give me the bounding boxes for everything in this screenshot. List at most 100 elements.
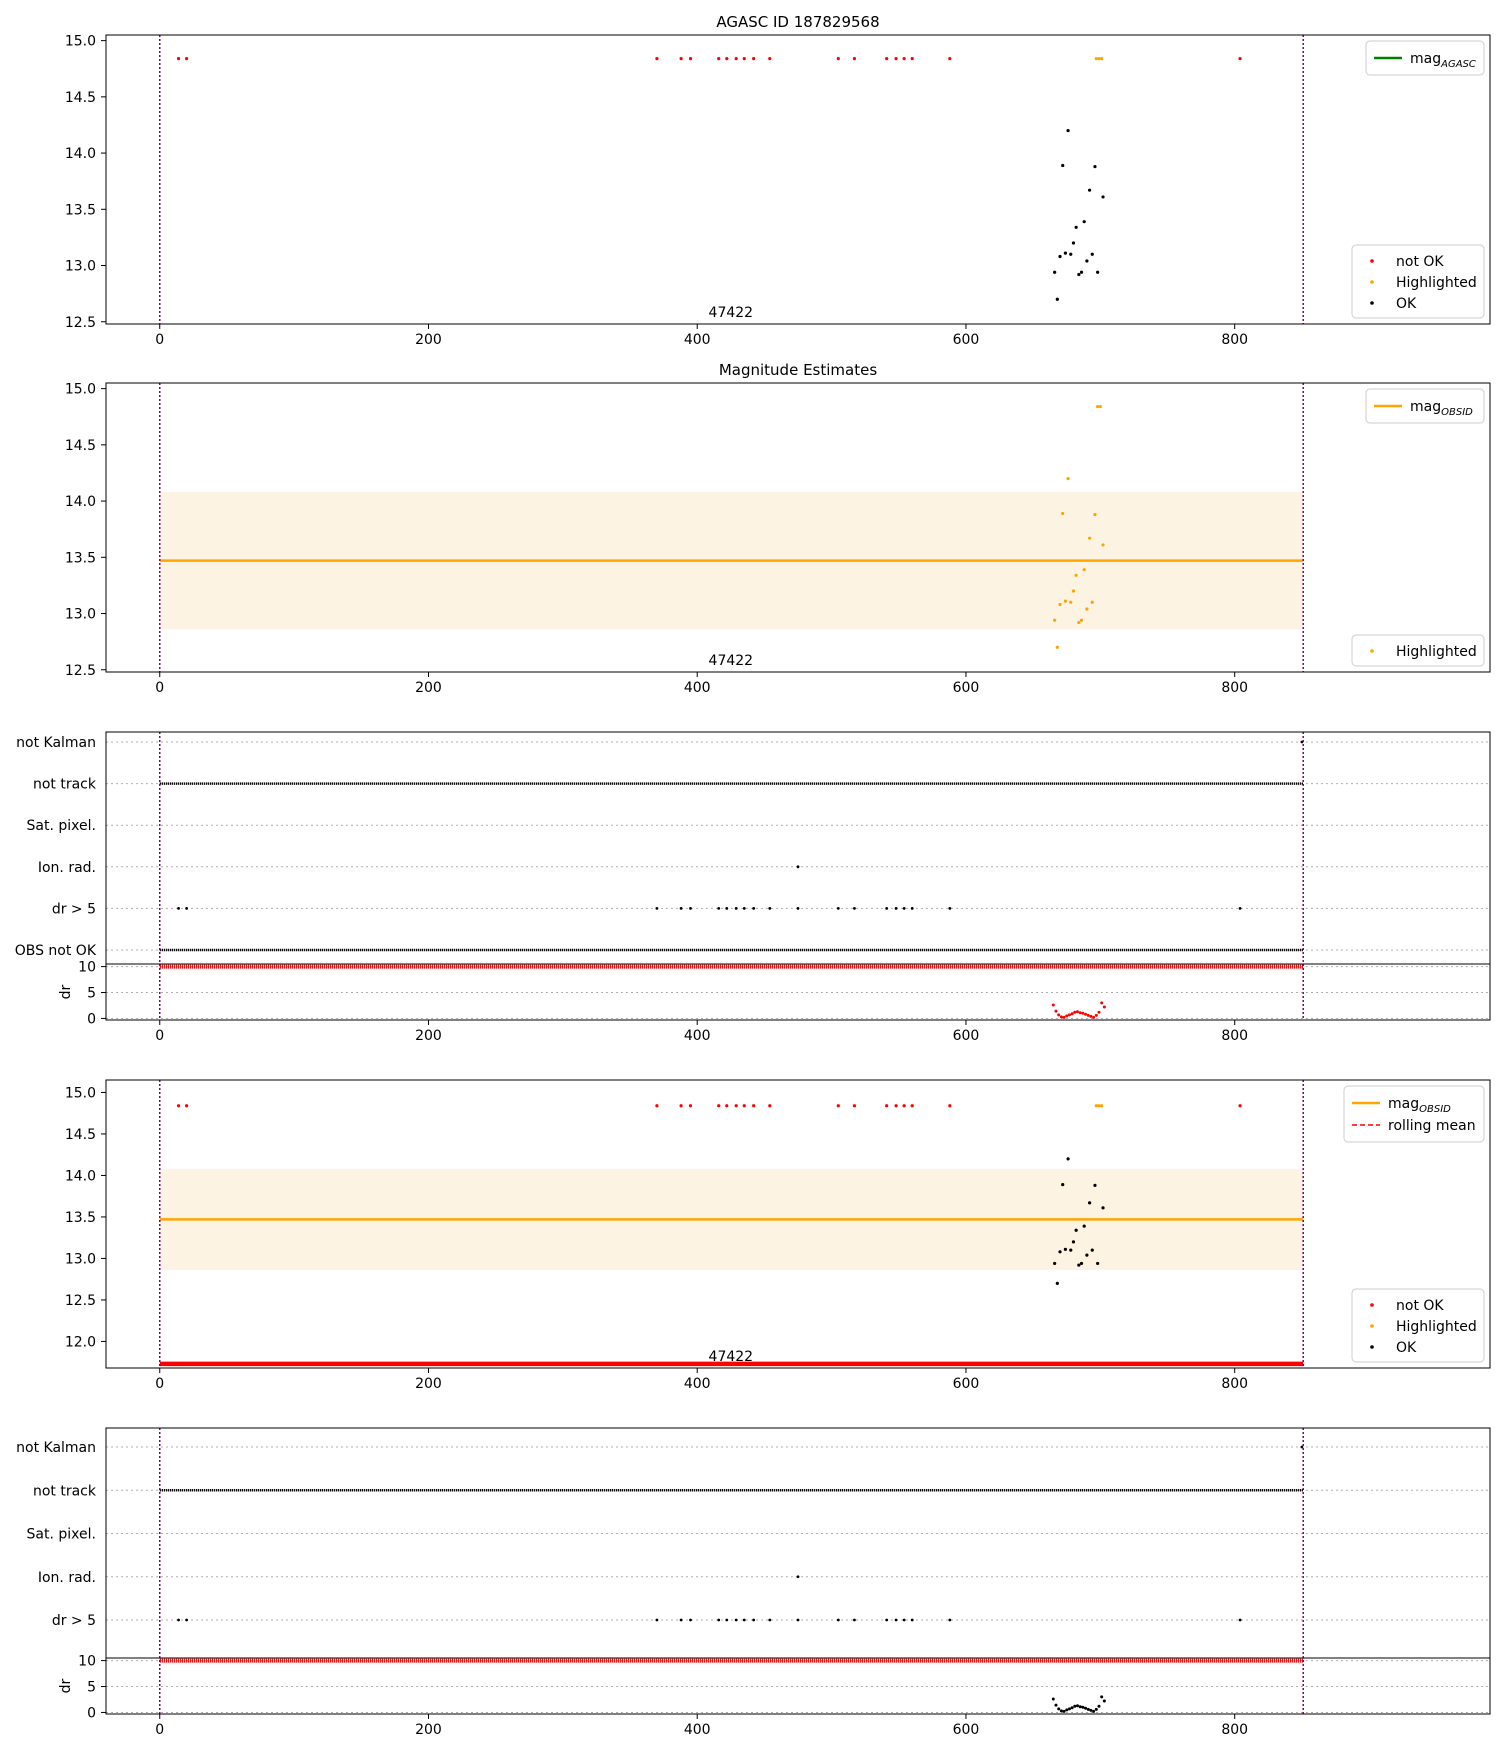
flag-marker bbox=[734, 907, 738, 910]
data-point bbox=[1077, 1263, 1081, 1267]
data-point bbox=[836, 57, 840, 61]
dr-point bbox=[1067, 1707, 1071, 1711]
flag-marker bbox=[717, 1618, 721, 1622]
data-point bbox=[176, 57, 181, 61]
x-tick-label: 0 bbox=[155, 1028, 164, 1044]
data-point bbox=[717, 1104, 721, 1108]
flag-row-label: not track bbox=[33, 1483, 97, 1499]
data-point bbox=[1055, 297, 1059, 301]
legend-marker-swatch bbox=[1370, 280, 1374, 284]
data-point bbox=[1082, 568, 1086, 572]
flag-marker bbox=[768, 1618, 772, 1622]
y-tick-label: 13.5 bbox=[65, 202, 96, 218]
x-tick-label: 400 bbox=[684, 1722, 711, 1738]
flag-marker bbox=[679, 1618, 683, 1622]
flag-marker bbox=[742, 1618, 746, 1622]
x-tick-label: 0 bbox=[155, 680, 164, 696]
legend-marker-label: OK bbox=[1396, 1340, 1417, 1356]
dr-point bbox=[1073, 1704, 1077, 1708]
dr-point bbox=[1065, 1708, 1069, 1712]
legend-marker-swatch bbox=[1370, 1324, 1374, 1328]
legend-marker-label: OK bbox=[1396, 296, 1417, 312]
dr-point bbox=[1070, 1012, 1074, 1016]
legend-line-label: rolling mean bbox=[1388, 1118, 1476, 1134]
data-point bbox=[734, 1104, 738, 1108]
data-point bbox=[1061, 511, 1065, 516]
data-point bbox=[655, 57, 659, 61]
dr-axis-label: dr bbox=[58, 984, 74, 999]
flag-marker bbox=[836, 1618, 840, 1622]
data-point bbox=[1079, 270, 1084, 274]
data-point bbox=[852, 1104, 857, 1108]
dr-point bbox=[1094, 1707, 1098, 1711]
flag-row-label: dr > 5 bbox=[52, 901, 96, 917]
data-point bbox=[1061, 1182, 1065, 1187]
data-point bbox=[1096, 1261, 1100, 1266]
data-point bbox=[894, 1104, 898, 1108]
flag-marker bbox=[768, 907, 772, 910]
data-point bbox=[1066, 1157, 1070, 1161]
legend-marker-swatch bbox=[1370, 301, 1374, 305]
data-point bbox=[885, 57, 889, 61]
axes-frame bbox=[105, 1079, 1491, 1369]
data-point bbox=[1097, 57, 1101, 61]
flag-marker bbox=[853, 1618, 856, 1622]
flag-marker bbox=[796, 1575, 800, 1579]
data-point bbox=[1093, 164, 1097, 169]
data-point bbox=[688, 1104, 693, 1108]
flag-marker bbox=[717, 907, 721, 910]
flag-row-label: not Kalman bbox=[16, 735, 96, 751]
data-point bbox=[836, 1104, 840, 1108]
flag-marker bbox=[948, 907, 952, 910]
data-point bbox=[1053, 270, 1057, 274]
data-point bbox=[1087, 536, 1092, 540]
x-tick-label: 0 bbox=[155, 1722, 164, 1738]
y-tick-label: 14.5 bbox=[65, 438, 96, 454]
data-point bbox=[1079, 618, 1084, 622]
panel-p3: not Kalman not track Sat. pixel. Ion. rad. d… bbox=[15, 731, 1491, 1044]
data-point bbox=[1071, 1240, 1076, 1244]
x-tick-label: 600 bbox=[953, 332, 980, 348]
x-tick-label: 400 bbox=[684, 1376, 711, 1392]
data-point bbox=[1090, 252, 1094, 256]
y-tick-label: 15.0 bbox=[65, 34, 96, 50]
dr-point bbox=[1086, 1013, 1090, 1017]
data-point bbox=[688, 57, 693, 61]
flag-row-label: Ion. rad. bbox=[38, 860, 96, 876]
flag-marker bbox=[734, 1618, 738, 1622]
data-point bbox=[902, 57, 906, 61]
data-point bbox=[1238, 57, 1242, 61]
data-point bbox=[1055, 645, 1059, 649]
x-tick-label: 800 bbox=[1221, 332, 1248, 348]
x-tick-label: 600 bbox=[953, 1376, 980, 1392]
legend-line-label: magOBSID bbox=[1410, 399, 1473, 418]
dr-point bbox=[1070, 1706, 1074, 1710]
dr-axis-label: dr bbox=[58, 1678, 74, 1693]
y-tick-label: 0 bbox=[87, 1705, 96, 1721]
data-point bbox=[1087, 1201, 1092, 1205]
dr-point bbox=[1102, 1699, 1106, 1703]
flag-row-label: not Kalman bbox=[16, 1440, 96, 1456]
data-point bbox=[734, 57, 738, 61]
figure-title: AGASC ID 187829568 bbox=[716, 13, 879, 31]
data-point bbox=[885, 1104, 889, 1108]
y-tick-label: 15.0 bbox=[65, 382, 96, 398]
dr-point bbox=[1051, 1003, 1055, 1007]
flag-marker bbox=[752, 907, 756, 910]
flag-marker bbox=[655, 1618, 659, 1622]
flag-marker bbox=[679, 907, 683, 910]
data-point bbox=[1101, 543, 1105, 547]
dr-point bbox=[1094, 1013, 1098, 1017]
data-point bbox=[1096, 270, 1100, 274]
data-point bbox=[742, 1104, 746, 1108]
legend-marker-label: not OK bbox=[1396, 1298, 1444, 1314]
panel-p5: not Kalman not track Sat. pixel. Ion. rad. d… bbox=[16, 1427, 1491, 1738]
y-tick-label: 10 bbox=[78, 960, 96, 976]
flag-row-label: OBS not OK bbox=[15, 943, 97, 959]
flag-marker bbox=[177, 907, 180, 910]
obsid-label: 47422 bbox=[709, 1349, 754, 1365]
flag-marker bbox=[796, 865, 800, 869]
flags-axes-frame bbox=[105, 731, 1491, 965]
data-point bbox=[910, 57, 914, 61]
data-point bbox=[1093, 1183, 1097, 1188]
